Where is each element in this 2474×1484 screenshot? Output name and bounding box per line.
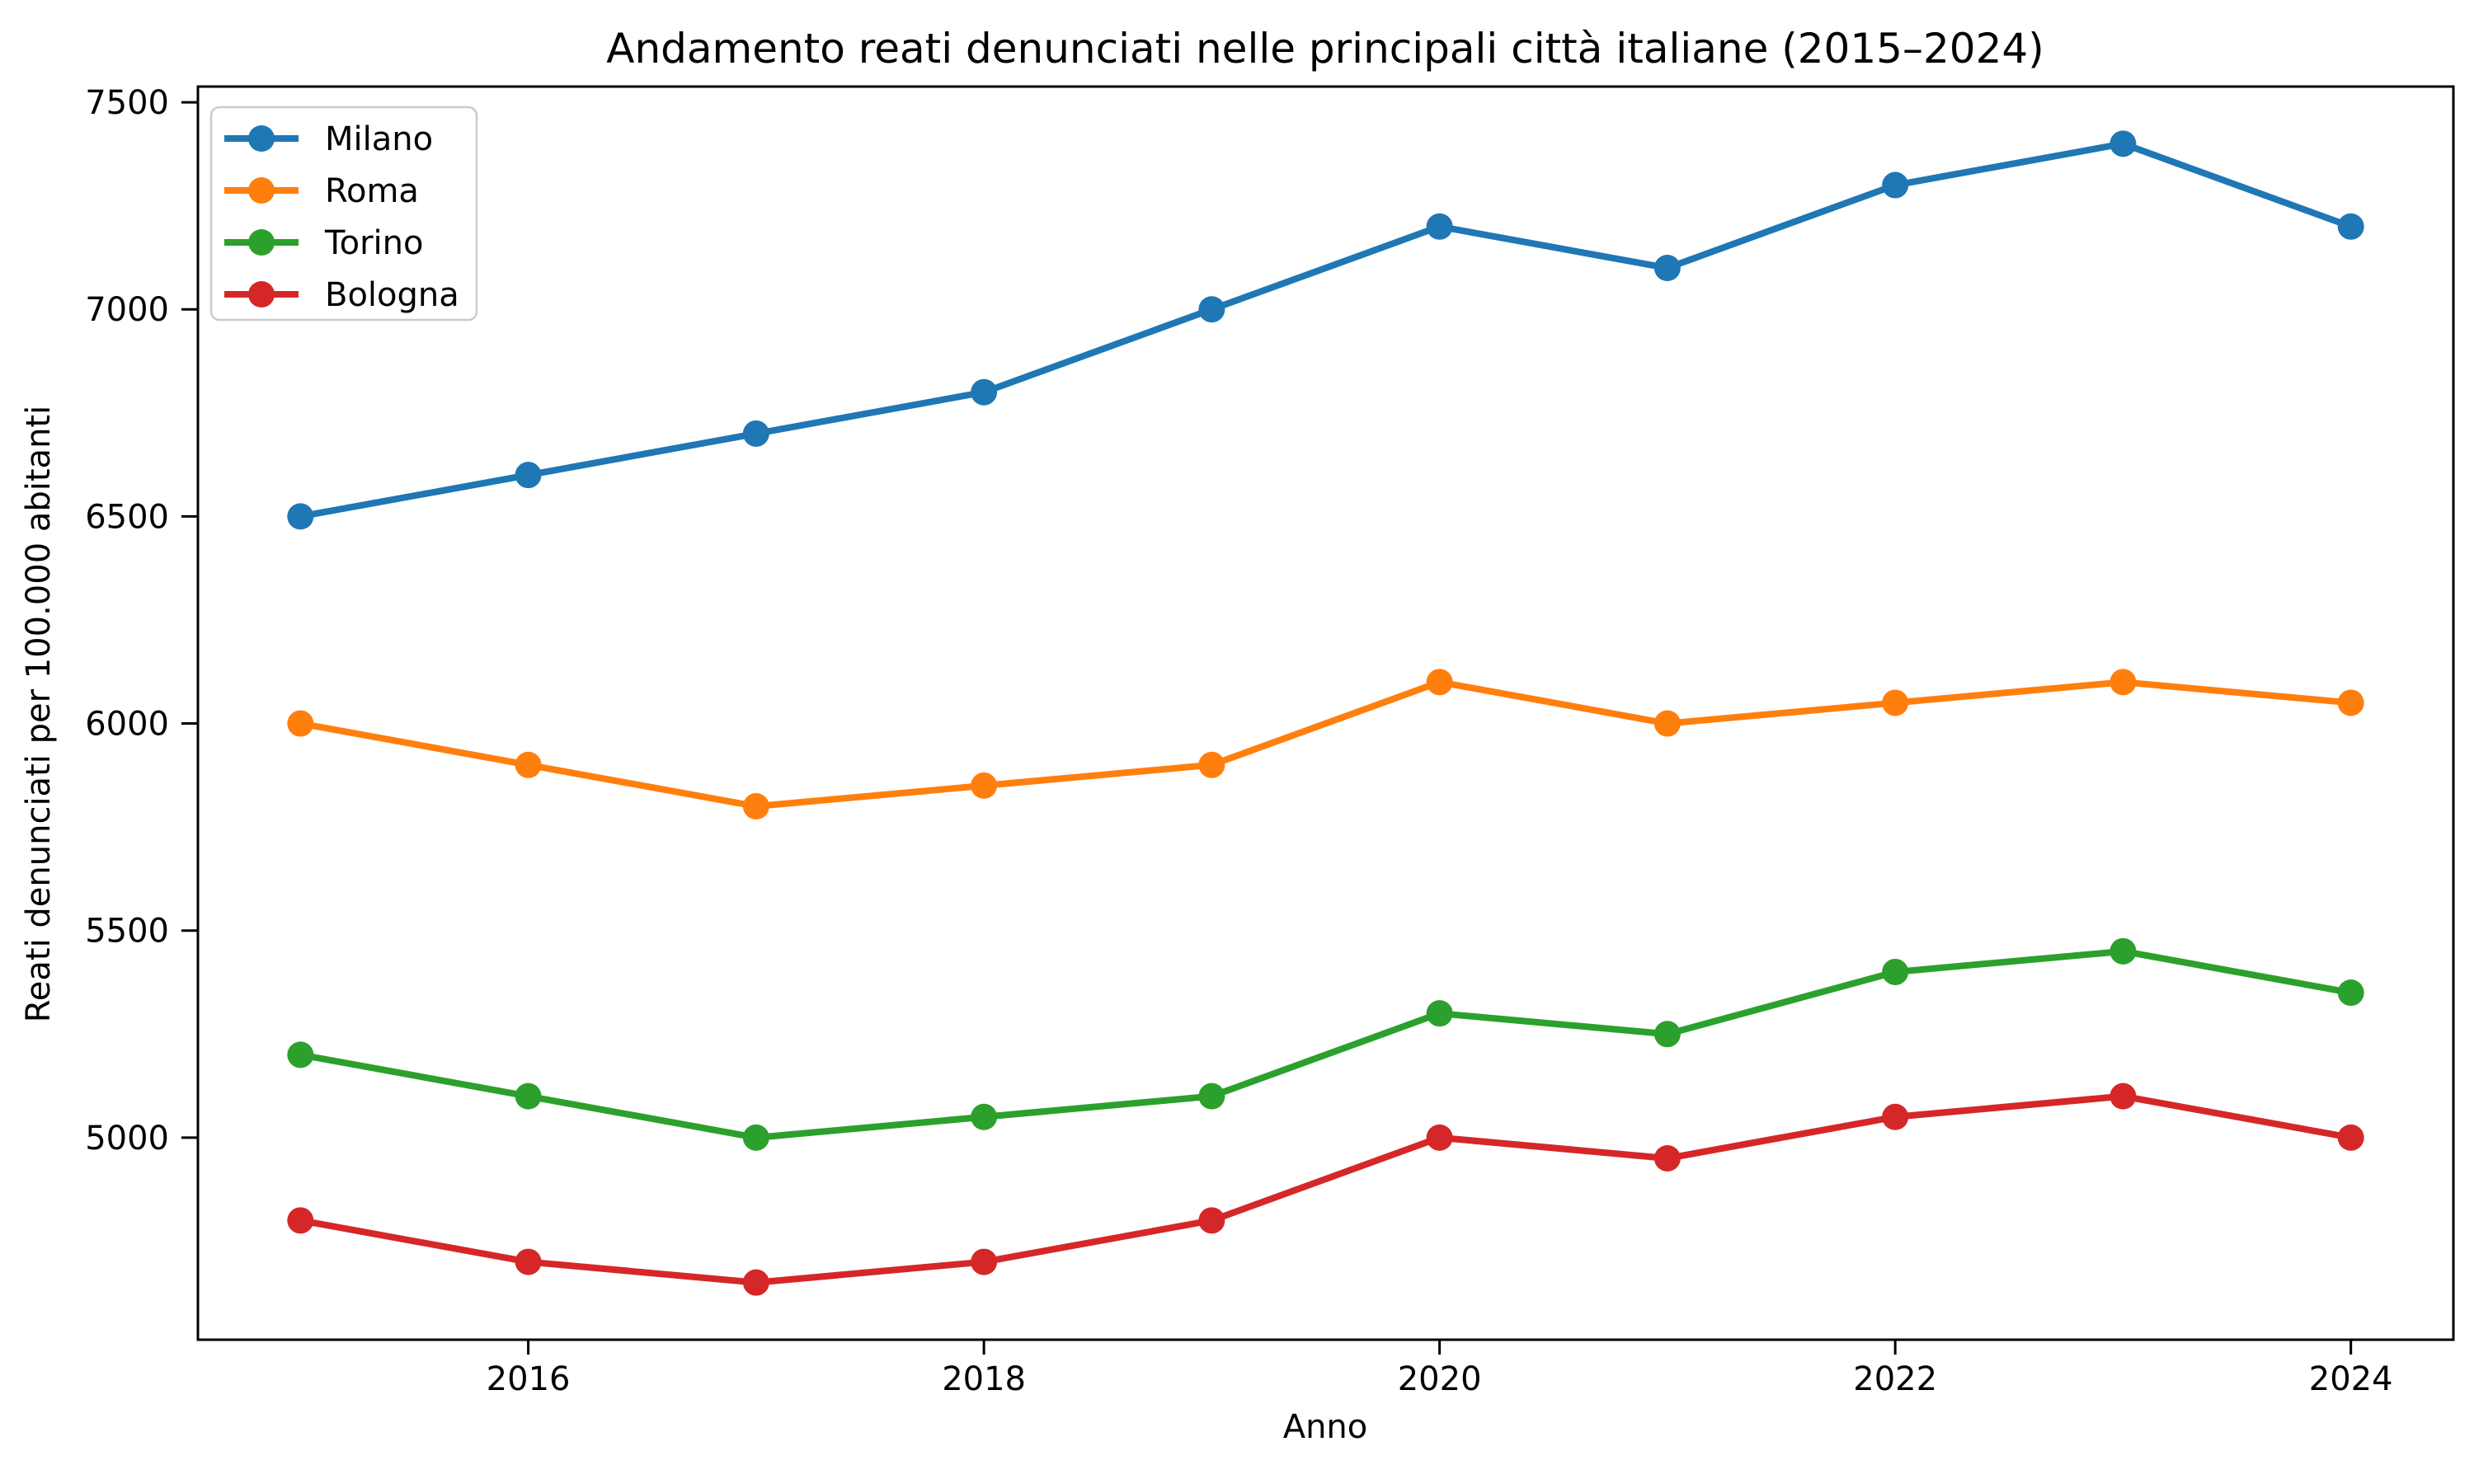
data-point-milano-2024	[2337, 213, 2364, 240]
data-point-roma-2016	[515, 751, 542, 778]
data-point-torino-2020	[1426, 1000, 1453, 1027]
x-tick-label: 2024	[2309, 1360, 2393, 1398]
data-point-milano-2023	[2109, 130, 2137, 157]
y-tick-label: 6500	[85, 498, 169, 536]
series-line-bologna	[299, 1092, 2352, 1286]
x-tick-label: 2016	[487, 1360, 571, 1398]
legend-layer: Milano Roma Torino Bologna	[209, 106, 478, 322]
data-point-milano-2018	[971, 378, 998, 406]
legend-item-bologna: Bologna	[224, 276, 459, 314]
x-tick-label: 2020	[1398, 1360, 1482, 1398]
legend-dot-marker	[248, 177, 275, 204]
legend-label: Bologna	[325, 276, 459, 314]
data-point-roma-2023	[2109, 669, 2137, 696]
data-point-torino-2022	[1882, 958, 1909, 985]
data-point-torino-2021	[1653, 1021, 1681, 1048]
y-tick-label: 7000	[85, 291, 169, 329]
data-point-roma-2017	[742, 793, 769, 820]
data-point-torino-2016	[515, 1082, 542, 1110]
data-point-bologna-2021	[1653, 1144, 1681, 1172]
y-tick-label: 5000	[85, 1120, 169, 1158]
data-point-milano-2020	[1426, 213, 1453, 240]
series-line-milano	[299, 140, 2353, 520]
data-point-bologna-2019	[1198, 1207, 1225, 1234]
axes-layer: 5000 5500 6000 6500 7000 7500 2016 2018 2020 2022…	[85, 84, 2455, 1398]
data-point-milano-2016	[515, 462, 542, 489]
data-point-bologna-2018	[971, 1248, 998, 1275]
data-point-bologna-2015	[287, 1207, 314, 1234]
legend-item-roma: Roma	[224, 172, 419, 210]
x-tick-label: 2018	[942, 1360, 1026, 1398]
series-layer	[287, 130, 2364, 1296]
data-point-roma-2022	[1882, 689, 1909, 716]
legend-item-torino: Torino	[224, 224, 424, 262]
data-point-roma-2024	[2337, 689, 2364, 716]
data-point-torino-2015	[287, 1041, 314, 1068]
x-axis-label: Anno	[1283, 1408, 1368, 1446]
y-tick-label: 7500	[85, 84, 169, 122]
data-point-bologna-2020	[1426, 1124, 1453, 1151]
legend-label: Milano	[325, 120, 433, 158]
plot-border	[196, 85, 2455, 1341]
data-point-roma-2020	[1426, 669, 1453, 696]
data-point-milano-2015	[287, 503, 314, 530]
legend-dot-marker	[248, 229, 275, 256]
data-point-milano-2021	[1653, 255, 1681, 282]
data-point-roma-2021	[1653, 710, 1681, 737]
data-point-roma-2019	[1198, 751, 1225, 778]
data-point-torino-2019	[1198, 1082, 1225, 1110]
legend-item-milano: Milano	[224, 120, 433, 158]
data-point-roma-2015	[287, 710, 314, 737]
data-point-bologna-2022	[1882, 1103, 1909, 1130]
y-axis-label: Reati denunciati per 100.000 abitanti	[20, 406, 58, 1022]
series-line-torino	[299, 947, 2352, 1141]
data-point-torino-2023	[2109, 937, 2137, 965]
x-tick-label: 2022	[1853, 1360, 1937, 1398]
data-point-torino-2024	[2337, 979, 2364, 1007]
legend-dot-marker	[248, 281, 275, 308]
legend-label: Roma	[325, 172, 419, 210]
y-tick-label: 5500	[85, 913, 169, 951]
legend-dot-marker	[248, 125, 275, 152]
data-point-torino-2017	[742, 1124, 769, 1151]
data-point-milano-2017	[742, 420, 769, 447]
chart-title: Andamento reati denunciati nelle princip…	[606, 25, 2044, 73]
data-point-roma-2018	[971, 772, 998, 799]
data-point-bologna-2017	[742, 1269, 769, 1296]
data-point-torino-2018	[971, 1103, 998, 1130]
data-point-milano-2022	[1882, 171, 1909, 199]
series-line-roma	[299, 679, 2352, 810]
legend-box	[209, 106, 478, 322]
data-point-bologna-2016	[515, 1248, 542, 1275]
data-point-bologna-2024	[2337, 1124, 2364, 1151]
y-tick-label: 6000	[85, 706, 169, 744]
legend-label: Torino	[324, 224, 424, 262]
data-point-bologna-2023	[2109, 1082, 2137, 1110]
data-point-milano-2019	[1198, 296, 1225, 323]
